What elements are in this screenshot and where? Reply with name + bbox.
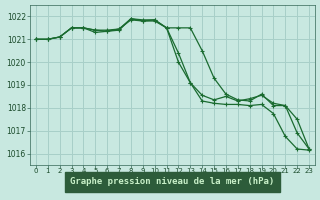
X-axis label: Graphe pression niveau de la mer (hPa): Graphe pression niveau de la mer (hPa) <box>70 177 275 186</box>
